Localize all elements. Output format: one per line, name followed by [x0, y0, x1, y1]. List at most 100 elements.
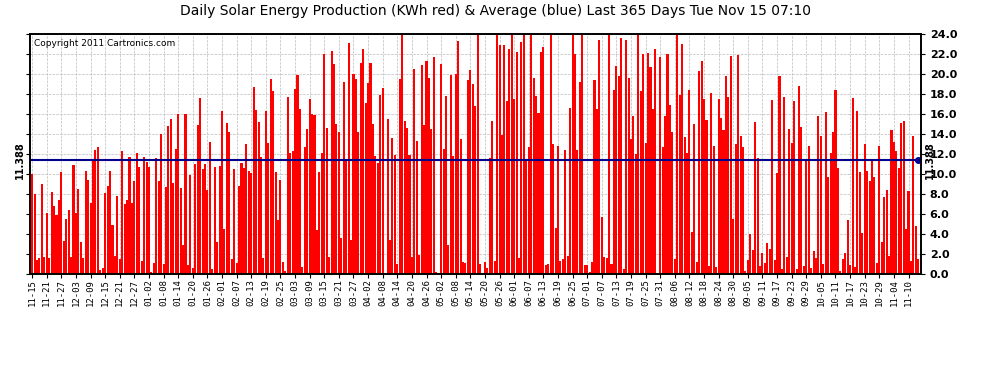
Bar	[759, 266, 761, 274]
Bar	[625, 40, 628, 274]
Bar	[531, 34, 533, 274]
Bar	[708, 266, 710, 274]
Bar	[666, 54, 668, 274]
Bar	[647, 53, 649, 274]
Bar	[888, 256, 890, 274]
Text: 11.388: 11.388	[925, 141, 936, 179]
Bar	[126, 200, 128, 274]
Bar	[65, 219, 67, 274]
Bar	[805, 160, 807, 274]
Bar	[701, 61, 703, 274]
Bar	[134, 181, 136, 274]
Bar	[643, 54, 644, 274]
Bar	[436, 272, 438, 274]
Bar	[112, 225, 114, 274]
Bar	[489, 158, 491, 274]
Bar	[835, 90, 837, 274]
Bar	[591, 262, 593, 274]
Bar	[157, 180, 159, 274]
Bar	[654, 49, 656, 274]
Bar	[528, 147, 530, 274]
Bar	[248, 171, 249, 274]
Bar	[277, 220, 279, 274]
Bar	[798, 86, 800, 274]
Bar	[710, 93, 713, 274]
Bar	[316, 230, 318, 274]
Bar	[413, 69, 416, 274]
Bar	[744, 272, 746, 274]
Bar	[319, 172, 321, 274]
Bar	[844, 253, 846, 274]
Bar	[454, 74, 456, 274]
Bar	[917, 259, 920, 274]
Bar	[102, 268, 104, 274]
Bar	[815, 258, 817, 274]
Bar	[338, 132, 340, 274]
Bar	[139, 166, 141, 274]
Bar	[840, 271, 842, 274]
Bar	[518, 258, 520, 274]
Bar	[209, 142, 211, 274]
Bar	[686, 153, 688, 274]
Bar	[94, 150, 96, 274]
Bar	[107, 186, 109, 274]
Bar	[269, 78, 271, 274]
Bar	[693, 124, 695, 274]
Bar	[57, 200, 60, 274]
Bar	[878, 147, 880, 274]
Bar	[99, 270, 101, 274]
Bar	[713, 146, 715, 274]
Bar	[674, 258, 676, 274]
Bar	[82, 258, 84, 274]
Bar	[890, 130, 893, 274]
Bar	[294, 88, 296, 274]
Bar	[296, 75, 299, 274]
Bar	[75, 213, 77, 274]
Bar	[299, 109, 301, 274]
Bar	[837, 168, 839, 274]
Bar	[496, 35, 498, 274]
Bar	[788, 129, 790, 274]
Bar	[155, 158, 157, 274]
Bar	[474, 106, 476, 274]
Bar	[197, 125, 199, 274]
Bar	[703, 99, 705, 274]
Bar	[830, 153, 832, 274]
Bar	[715, 267, 717, 274]
Bar	[623, 269, 625, 274]
Bar	[350, 240, 352, 274]
Bar	[808, 146, 810, 274]
Bar	[771, 100, 773, 274]
Bar	[369, 63, 371, 274]
Bar	[206, 190, 209, 274]
Bar	[786, 257, 788, 274]
Bar	[77, 189, 79, 274]
Bar	[367, 83, 369, 274]
Bar	[613, 90, 615, 274]
Bar	[561, 259, 564, 274]
Bar	[160, 134, 162, 274]
Bar	[464, 263, 466, 274]
Bar	[730, 56, 732, 274]
Bar	[418, 255, 420, 274]
Bar	[598, 40, 600, 274]
Bar	[449, 75, 451, 274]
Bar	[104, 193, 106, 274]
Bar	[842, 260, 843, 274]
Bar	[119, 260, 121, 274]
Bar	[900, 123, 902, 274]
Bar	[649, 67, 651, 274]
Bar	[457, 40, 459, 274]
Bar	[586, 266, 588, 274]
Bar	[89, 203, 92, 274]
Bar	[566, 256, 568, 274]
Bar	[374, 156, 376, 274]
Bar	[162, 264, 164, 274]
Bar	[141, 261, 143, 274]
Bar	[136, 153, 138, 274]
Bar	[187, 265, 189, 274]
Bar	[411, 257, 413, 274]
Bar	[796, 269, 798, 274]
Bar	[445, 96, 447, 274]
Bar	[431, 129, 433, 274]
